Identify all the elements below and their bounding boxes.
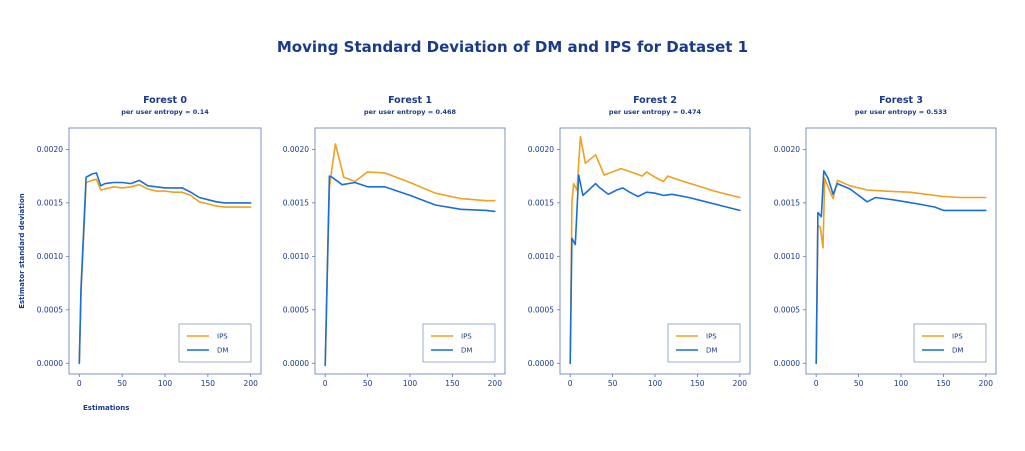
series-line-ips bbox=[324, 143, 496, 367]
x-tick-label: 150 bbox=[201, 379, 216, 388]
x-tick-label: 200 bbox=[244, 379, 259, 388]
y-tick-label: 0.0005 bbox=[283, 305, 309, 314]
legend: IPS DM bbox=[422, 323, 496, 363]
x-tick-label: 200 bbox=[733, 379, 748, 388]
x-tick-label: 150 bbox=[936, 379, 951, 388]
panel-subtitle: per user entropy = 0.533 bbox=[855, 108, 947, 116]
y-tick-label: 0.0010 bbox=[528, 252, 554, 261]
x-tick-label: 0 bbox=[323, 379, 328, 388]
series-line-dm bbox=[569, 174, 741, 365]
y-tick-label: 0.0010 bbox=[774, 252, 800, 261]
legend-label: DM bbox=[217, 347, 228, 355]
y-tick-label: 0.0020 bbox=[37, 145, 63, 154]
panel-title: Forest 2 bbox=[633, 95, 677, 106]
y-tick-label: 0.0000 bbox=[283, 359, 309, 368]
x-tick-label: 50 bbox=[363, 379, 373, 388]
series-line-dm bbox=[815, 170, 987, 365]
y-tick-label: 0.0015 bbox=[37, 198, 63, 207]
panel-subtitle: per user entropy = 0.474 bbox=[609, 108, 702, 116]
legend-label: DM bbox=[461, 347, 472, 355]
legend-label: IPS bbox=[706, 333, 717, 341]
x-tick-label: 100 bbox=[403, 379, 418, 388]
legend: IPS DM bbox=[667, 323, 741, 363]
x-tick-label: 150 bbox=[690, 379, 705, 388]
y-tick-label: 0.0000 bbox=[774, 359, 800, 368]
y-tick-label: 0.0005 bbox=[528, 305, 554, 314]
y-tick-label: 0.0020 bbox=[528, 145, 554, 154]
series-line-ips bbox=[78, 178, 252, 365]
panel-title: Forest 0 bbox=[143, 95, 187, 106]
x-tick-label: 100 bbox=[158, 379, 173, 388]
x-tick-label: 0 bbox=[77, 379, 82, 388]
y-tick-label: 0.0010 bbox=[283, 252, 309, 261]
legend-box bbox=[178, 323, 252, 363]
legend-box bbox=[667, 323, 741, 363]
x-tick-label: 100 bbox=[648, 379, 663, 388]
chart-panel-2: Forest 2 per user entropy = 0.474 0.0000 0.… bbox=[528, 95, 751, 388]
x-tick-label: 0 bbox=[814, 379, 819, 388]
panel-subtitle: per user entropy = 0.14 bbox=[121, 108, 209, 116]
y-tick-label: 0.0000 bbox=[37, 359, 63, 368]
legend-label: IPS bbox=[217, 333, 228, 341]
y-tick-label: 0.0020 bbox=[774, 145, 800, 154]
x-tick-label: 50 bbox=[608, 379, 618, 388]
panel-title: Forest 3 bbox=[879, 95, 923, 106]
legend-label: IPS bbox=[952, 333, 963, 341]
x-tick-label: 0 bbox=[568, 379, 573, 388]
x-axis-label: Estimations bbox=[83, 404, 129, 412]
series-line-ips bbox=[815, 177, 987, 365]
legend-box bbox=[422, 323, 496, 363]
y-axis-label: Estimator standard deviation bbox=[18, 193, 26, 309]
y-tick-label: 0.0005 bbox=[37, 305, 63, 314]
chart-panel-0: Forest 0 per user entropy = 0.14 0.0000 0.0… bbox=[18, 95, 262, 412]
legend: IPS DM bbox=[913, 323, 987, 363]
chart-panel-3: Forest 3 per user entropy = 0.533 0.0000 0.… bbox=[774, 95, 997, 388]
y-tick-label: 0.0005 bbox=[774, 305, 800, 314]
series-line-dm bbox=[324, 175, 496, 367]
series-line-ips bbox=[569, 135, 741, 365]
x-tick-label: 50 bbox=[854, 379, 864, 388]
y-tick-label: 0.0010 bbox=[37, 252, 63, 261]
y-tick-label: 0.0020 bbox=[283, 145, 309, 154]
x-tick-label: 200 bbox=[488, 379, 503, 388]
y-tick-label: 0.0000 bbox=[528, 359, 554, 368]
chart-main-title: Moving Standard Deviation of DM and IPS … bbox=[276, 38, 749, 56]
legend-box bbox=[913, 323, 987, 363]
legend-label: DM bbox=[952, 347, 963, 355]
legend-label: IPS bbox=[461, 333, 472, 341]
x-tick-label: 150 bbox=[445, 379, 460, 388]
series-line-dm bbox=[78, 172, 252, 365]
x-tick-label: 200 bbox=[979, 379, 994, 388]
legend: IPS DM bbox=[178, 323, 252, 363]
x-tick-label: 50 bbox=[117, 379, 127, 388]
y-tick-label: 0.0015 bbox=[283, 198, 309, 207]
x-tick-label: 100 bbox=[894, 379, 909, 388]
panel-subtitle: per user entropy = 0.468 bbox=[364, 108, 457, 116]
y-tick-label: 0.0015 bbox=[774, 198, 800, 207]
legend-label: DM bbox=[706, 347, 717, 355]
chart-panel-1: Forest 1 per user entropy = 0.468 0.0000 0.… bbox=[283, 95, 506, 388]
y-tick-label: 0.0015 bbox=[528, 198, 554, 207]
panel-title: Forest 1 bbox=[388, 95, 432, 106]
